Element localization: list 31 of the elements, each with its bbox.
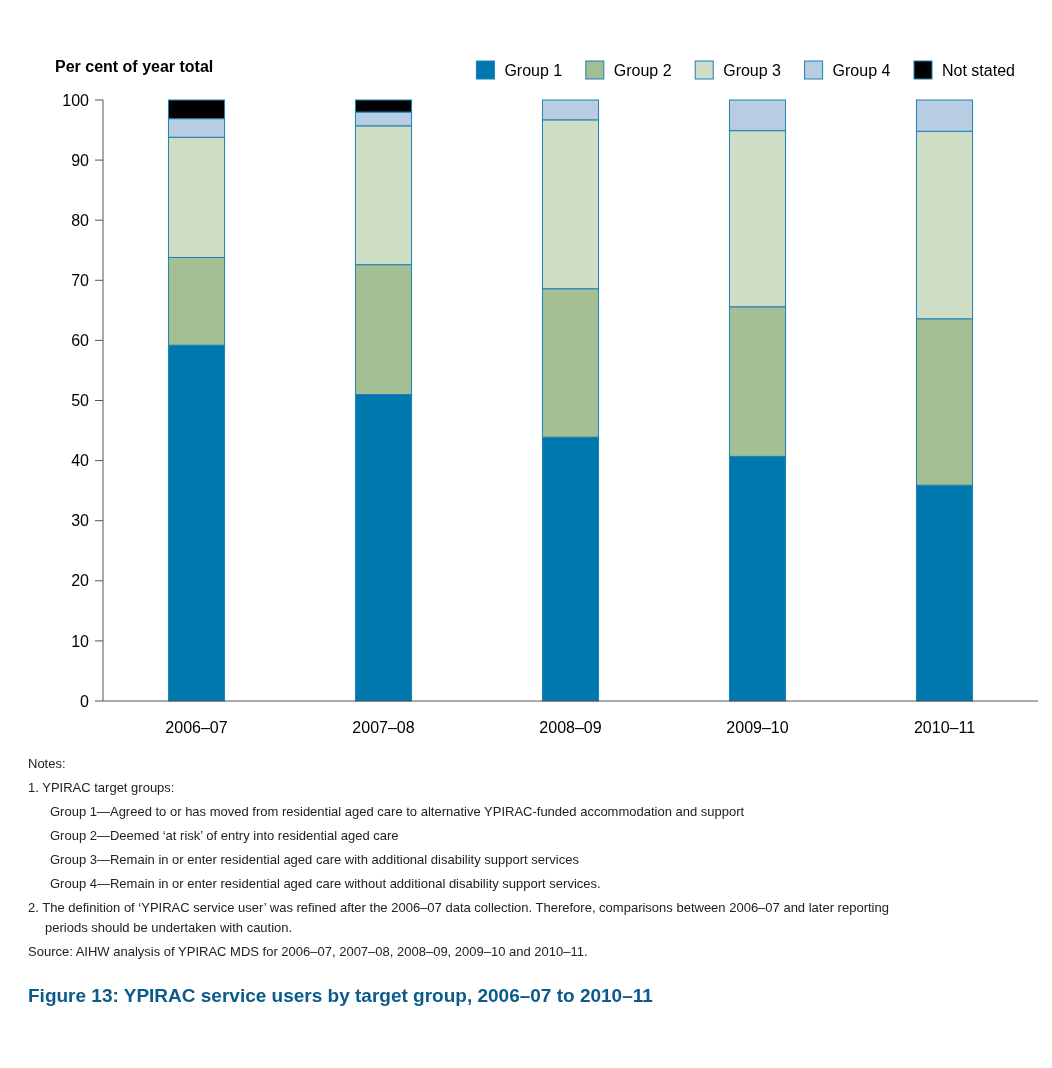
- x-tick-label: 2006–07: [165, 719, 228, 736]
- text: Group 1—Agreed to or has moved from residential aged care to alternative YPIRAC-funded accommodation and support: [50, 804, 745, 819]
- y-tick-label: 20: [71, 572, 90, 590]
- text: Group 2—Deemed ‘at risk’ of entry into residential aged care: [50, 828, 399, 843]
- y-tick-label: 0: [80, 692, 90, 710]
- y-tick-label: 60: [71, 332, 90, 349]
- text: Group 4—Remain in or enter residential aged care without additional disability support services.: [50, 876, 601, 891]
- y-tick-label: 50: [71, 392, 90, 410]
- text: Figure 13: YPIRAC service users by target group, 2006–07 to 2010–11: [28, 985, 654, 1006]
- legend-label: Group 4: [832, 61, 891, 79]
- y-axis-title: Per cent of year total: [55, 58, 214, 75]
- y-tick-label: 70: [71, 271, 90, 289]
- y-tick-label: 90: [71, 151, 90, 169]
- y-tick-label: 10: [71, 632, 90, 650]
- legend-label: Group 2: [613, 61, 672, 79]
- text: 2. The definition of ‘YPIRAC service user’ was refined after the 2006–07 data collection. Therefore, comparisons between 2006–07 and later reporting periods should be undertaken with caution.: [28, 900, 889, 935]
- legend-label: Group 1: [504, 61, 563, 79]
- y-tick-label: 80: [71, 211, 90, 229]
- x-tick-label: 2007–08: [352, 719, 415, 736]
- y-tick-label: 30: [71, 512, 90, 530]
- legend-label: Group 3: [723, 61, 782, 79]
- x-tick-label: 2010–11: [913, 719, 976, 736]
- x-tick-label: 2008–09: [539, 719, 602, 736]
- text: Group 3—Remain in or enter residential aged care with additional disability support services: [50, 852, 580, 867]
- text: Notes:: [28, 756, 66, 771]
- legend-label: Not stated: [942, 61, 1015, 79]
- source-note: Source: AIHW analysis of YPIRAC MDS for 2006–07, 2007–08, 2008–09, 2009–10 and 2010–11.: [28, 944, 588, 959]
- y-tick-label: 100: [62, 91, 90, 109]
- y-tick-label: 40: [71, 452, 90, 470]
- text: 1. YPIRAC target groups:: [28, 780, 175, 795]
- x-tick-label: 2009–10: [726, 719, 789, 736]
